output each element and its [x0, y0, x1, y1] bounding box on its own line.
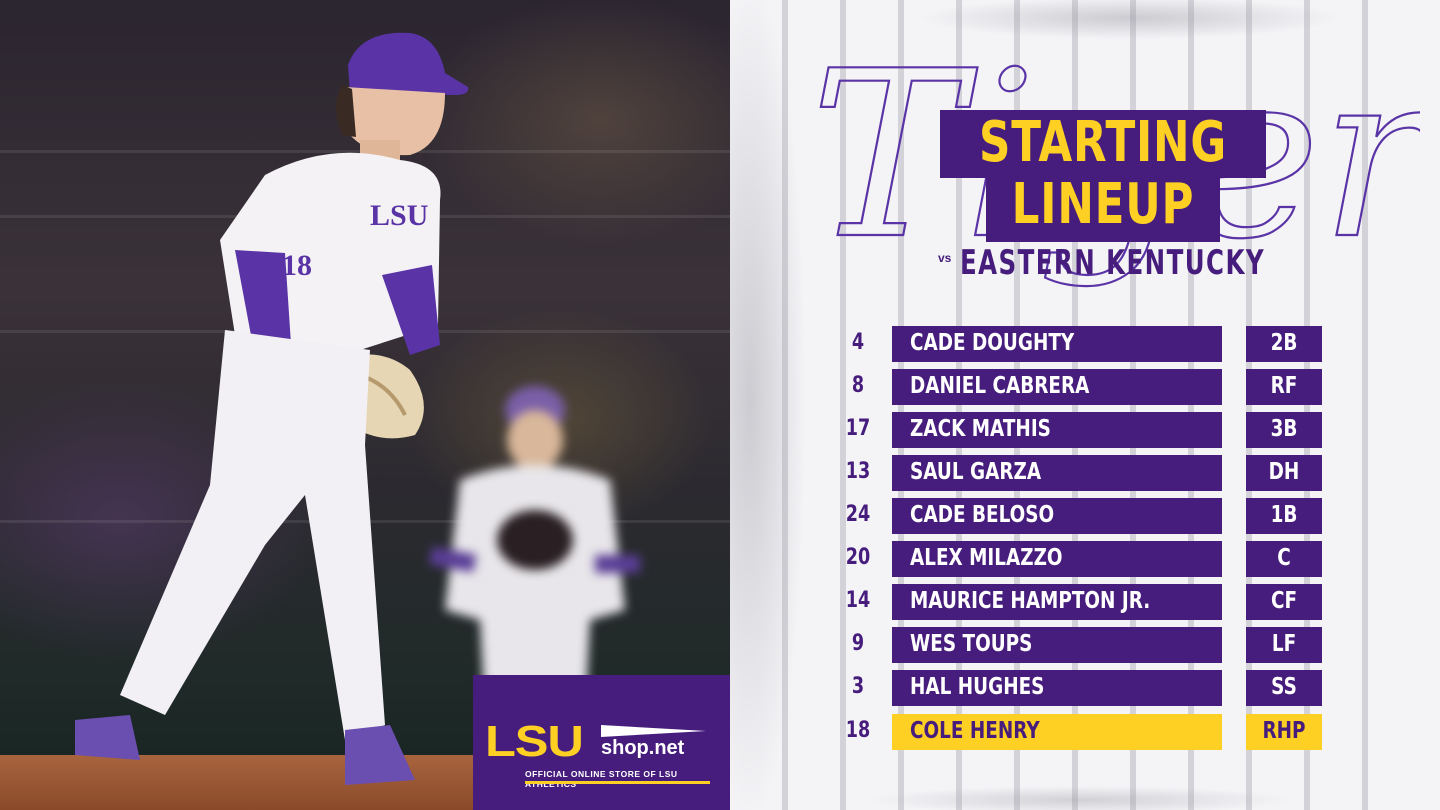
- jersey-number: 24: [845, 502, 871, 527]
- player-position: 3B: [1270, 416, 1298, 442]
- lineup-panel: Tigers STARTING LINEUP vs EASTERN KENTUC…: [730, 0, 1440, 810]
- player-name: WES TOUPS: [910, 631, 1033, 657]
- title-line-1: STARTING: [978, 110, 1228, 175]
- name-box: ALEX MILAZZO: [892, 541, 1222, 577]
- position-box: LF: [1246, 627, 1322, 663]
- position-box: SS: [1246, 670, 1322, 706]
- player-position: SS: [1271, 674, 1297, 700]
- player-position: RHP: [1262, 718, 1306, 744]
- pinstripe: [1130, 0, 1136, 810]
- position-box: RHP: [1246, 714, 1322, 750]
- position-box: 2B: [1246, 326, 1322, 362]
- name-box: DANIEL CABRERA: [892, 369, 1222, 405]
- lineup-row: 4 CADE DOUGHTY 2B: [730, 326, 1440, 362]
- player-name: HAL HUGHES: [910, 674, 1045, 700]
- lineup-row: 3 HAL HUGHES SS: [730, 670, 1440, 706]
- player-name: COLE HENRY: [910, 718, 1040, 744]
- jersey-number: 18: [282, 249, 312, 282]
- jersey-number: 14: [845, 588, 871, 613]
- pinstripe: [1304, 0, 1310, 810]
- player-position: CF: [1270, 588, 1298, 614]
- lineup-row: 14 MAURICE HAMPTON JR. CF: [730, 584, 1440, 620]
- pinstripe: [1246, 0, 1252, 810]
- title-background: [940, 110, 1266, 178]
- jersey-number: 18: [845, 718, 871, 743]
- pitcher-figure: LSU 18: [75, 32, 469, 785]
- player-name: ALEX MILAZZO: [910, 545, 1063, 571]
- position-box: CF: [1246, 584, 1322, 620]
- lineup-row: 8 DANIEL CABRERA RF: [730, 369, 1440, 405]
- pinstripe: [1014, 0, 1020, 810]
- player-name: DANIEL CABRERA: [910, 373, 1090, 399]
- shop-tagline: OFFICIAL ONLINE STORE OF LSU ATHLETICS: [525, 769, 678, 789]
- jersey-number: 13: [845, 459, 871, 484]
- player-position: 2B: [1270, 330, 1298, 356]
- jersey-number: 9: [851, 631, 865, 656]
- pinstripe: [1188, 0, 1194, 810]
- shop-suffix: shop.net: [601, 737, 685, 759]
- lineup-row: 13 SAUL GARZA DH: [730, 455, 1440, 491]
- player-name: SAUL GARZA: [910, 459, 1042, 485]
- lineup-row: 17 ZACK MATHIS 3B: [730, 412, 1440, 448]
- name-box: SAUL GARZA: [892, 455, 1222, 491]
- pinstripe: [1362, 0, 1368, 810]
- player-name: CADE BELOSO: [910, 502, 1055, 528]
- pitchers-mound: [0, 755, 520, 810]
- jersey-number: 8: [851, 373, 865, 398]
- name-box: MAURICE HAMPTON JR.: [892, 584, 1222, 620]
- name-box: COLE HENRY: [892, 714, 1222, 750]
- opponent-name: EASTERN KENTUCKY: [960, 243, 1266, 283]
- title-background: [986, 174, 1220, 242]
- position-box: 3B: [1246, 412, 1322, 448]
- position-box: 1B: [1246, 498, 1322, 534]
- lineup-row: 24 CADE BELOSO 1B: [730, 498, 1440, 534]
- starting-pitcher-row: 18 COLE HENRY RHP: [730, 714, 1440, 750]
- name-box: CADE BELOSO: [892, 498, 1222, 534]
- jersey-number: 20: [845, 545, 871, 570]
- title-block: STARTING LINEUP: [940, 110, 1266, 242]
- pinstripe: [898, 0, 904, 810]
- pinstripe: [1072, 0, 1078, 810]
- jersey-number: 17: [845, 416, 871, 441]
- player-position: C: [1277, 545, 1291, 571]
- player-name: ZACK MATHIS: [910, 416, 1051, 442]
- lsu-shop-badge[interactable]: LSU shop.net OFFICIAL ONLINE STORE OF LS…: [473, 675, 730, 810]
- shop-underline: [525, 781, 710, 784]
- title-line-2: LINEUP: [1011, 172, 1195, 237]
- pinstripe: [782, 0, 788, 810]
- player-position: LF: [1271, 631, 1297, 657]
- player-name: MAURICE HAMPTON JR.: [910, 588, 1151, 614]
- name-box: ZACK MATHIS: [892, 412, 1222, 448]
- position-box: C: [1246, 541, 1322, 577]
- pennant-icon: [601, 725, 706, 737]
- player-position: DH: [1268, 459, 1300, 485]
- vs-label: vs: [938, 251, 952, 265]
- lineup-row: 20 ALEX MILAZZO C: [730, 541, 1440, 577]
- pinstripe: [840, 0, 846, 810]
- jersey-number: 4: [851, 330, 865, 355]
- player-position: RF: [1270, 373, 1298, 399]
- opponent-line: vs EASTERN KENTUCKY: [935, 243, 1275, 283]
- name-box: WES TOUPS: [892, 627, 1222, 663]
- pinstripe: [956, 0, 962, 810]
- jersey-number: 3: [851, 674, 865, 699]
- player-position: 1B: [1270, 502, 1298, 528]
- player-name: CADE DOUGHTY: [910, 330, 1075, 356]
- position-box: DH: [1246, 455, 1322, 491]
- name-box: CADE DOUGHTY: [892, 326, 1222, 362]
- lineup-row: 9 WES TOUPS LF: [730, 627, 1440, 663]
- name-box: HAL HUGHES: [892, 670, 1222, 706]
- position-box: RF: [1246, 369, 1322, 405]
- shop-logo: LSU: [485, 717, 584, 766]
- jersey-letters: LSU: [370, 199, 428, 232]
- player-photo: LSU 18 LSU shop.net OFFICIAL ONLINE STOR…: [0, 0, 730, 810]
